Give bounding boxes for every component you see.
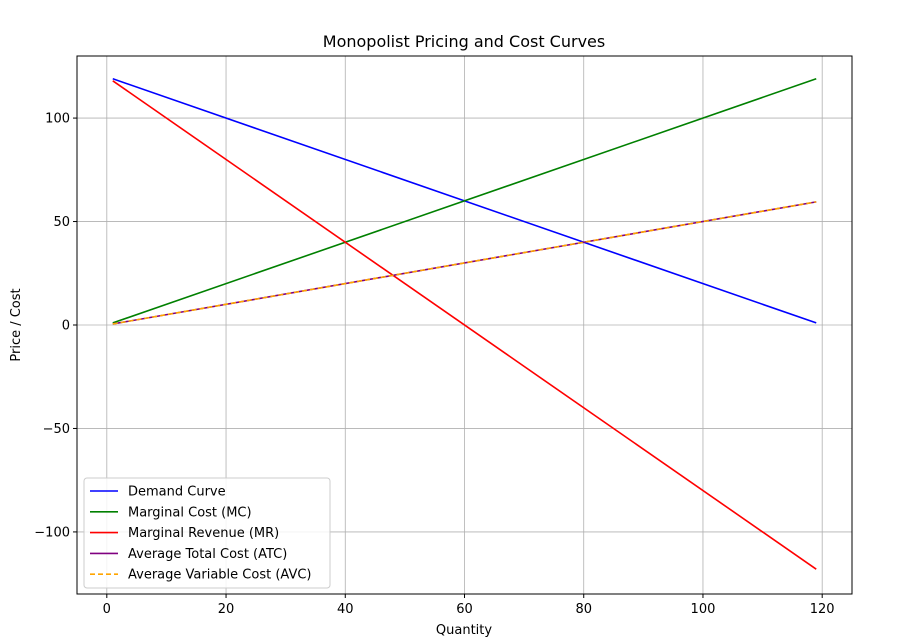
x-ticks: 0 20 40 60 80 100 120 (103, 594, 835, 617)
y-tick-label: 100 (45, 112, 70, 127)
legend: Demand Curve Marginal Cost (MC) Marginal R… (83, 477, 331, 589)
legend-label-1: Marginal Cost (MC) (128, 505, 252, 520)
x-tick-label: 120 (810, 602, 835, 617)
series-line-4 (112, 201, 817, 325)
legend-box (83, 477, 331, 589)
x-tick-label: 40 (337, 602, 354, 617)
y-tick-label: 0 (62, 319, 70, 334)
x-tick-label: 60 (456, 602, 473, 617)
y-tick-label: −100 (34, 525, 70, 540)
legend-label-4: Average Variable Cost (AVC) (128, 568, 312, 583)
y-tick-label: −50 (43, 422, 70, 437)
y-ticks: −100 −50 0 50 100 (34, 112, 77, 540)
legend-label-0: Demand Curve (128, 485, 226, 500)
y-tick-label: 50 (53, 215, 70, 230)
x-tick-label: 0 (103, 602, 111, 617)
legend-label-2: Marginal Revenue (MR) (128, 526, 279, 541)
series-line-1 (112, 78, 817, 324)
chart-title: Monopolist Pricing and Cost Curves (323, 32, 605, 51)
series-lines (112, 78, 817, 570)
legend-label-3: Average Total Cost (ATC) (128, 547, 287, 562)
x-tick-label: 20 (218, 602, 235, 617)
x-tick-label: 100 (691, 602, 716, 617)
x-tick-label: 80 (575, 602, 592, 617)
series-line-2 (112, 80, 817, 570)
x-axis-label: Quantity (436, 623, 492, 638)
y-axis-label: Price / Cost (9, 288, 24, 361)
